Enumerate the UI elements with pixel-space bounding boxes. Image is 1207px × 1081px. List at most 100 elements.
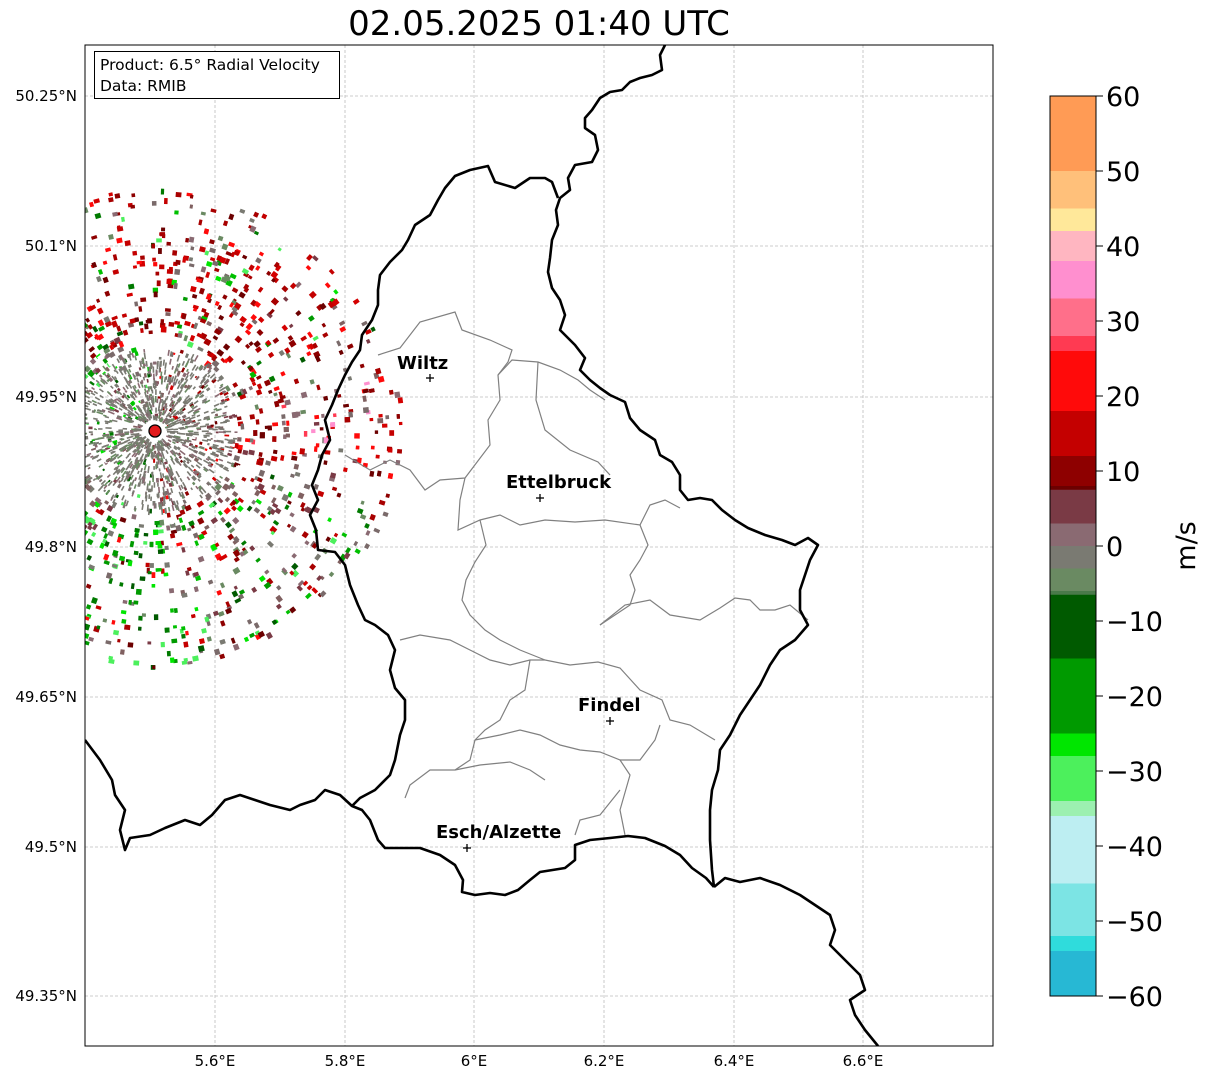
radar-echo-pixel	[319, 427, 324, 431]
radar-echo-pixel	[111, 563, 118, 569]
radar-echo-pixel	[121, 470, 127, 478]
radar-echo-pixel	[169, 468, 175, 476]
radar-echo-pixel	[266, 270, 272, 277]
radar-echo-pixel	[333, 532, 339, 538]
radar-echo-pixel	[233, 455, 241, 462]
radar-echo-pixel	[272, 519, 280, 526]
radar-echo-pixel	[151, 485, 153, 492]
radar-echo-pixel	[115, 453, 120, 457]
radar-echo-pixel	[234, 335, 243, 344]
radar-echo-pixel	[138, 615, 143, 621]
radar-echo-pixel	[355, 445, 360, 450]
radar-echo-pixel	[27, 320, 33, 326]
radar-echo-pixel	[41, 464, 47, 469]
radar-echo-pixel	[331, 298, 340, 307]
radar-echo-pixel	[115, 390, 120, 395]
radar-echo-pixel	[91, 531, 97, 538]
radar-echo-pixel	[184, 353, 190, 359]
radar-echo-pixel	[256, 477, 263, 483]
radar-echo-pixel	[105, 402, 112, 407]
radar-echo-pixel	[361, 320, 368, 327]
radar-echo-pixel	[223, 391, 229, 396]
radar-echo-pixel	[193, 322, 199, 330]
radar-echo-pixel	[87, 521, 93, 527]
radar-echo-pixel	[248, 449, 255, 456]
radar-echo-pixel	[100, 458, 105, 463]
radar-echo-pixel	[55, 220, 62, 227]
radar-echo-pixel	[224, 405, 228, 409]
radar-echo-pixel	[98, 442, 102, 445]
radar-echo-pixel	[273, 261, 280, 269]
radar-echo-pixel	[19, 349, 24, 354]
radar-echo-pixel	[188, 520, 195, 527]
radar-echo-pixel	[219, 256, 227, 264]
radar-echo-pixel	[109, 431, 114, 436]
radar-echo-pixel	[203, 384, 209, 389]
radar-echo-pixel	[12, 292, 19, 299]
radar-echo-pixel	[187, 660, 193, 665]
radar-echo-pixel	[208, 461, 213, 465]
radar-echo-pixel	[93, 198, 101, 204]
radar-echo-pixel	[344, 416, 351, 423]
radar-echo-pixel	[231, 306, 238, 313]
radar-echo-pixel	[192, 425, 196, 428]
radar-echo-pixel	[172, 477, 176, 482]
radar-echo-pixel	[198, 364, 203, 370]
radar-echo-pixel	[95, 425, 100, 430]
radar-echo-pixel	[196, 278, 203, 283]
radar-echo-pixel	[59, 426, 63, 429]
radar-echo-pixel	[211, 476, 217, 482]
radar-echo-pixel	[214, 421, 218, 425]
radar-echo-pixel	[173, 282, 178, 290]
radar-echo-pixel	[98, 383, 104, 388]
radar-echo-pixel	[208, 430, 212, 432]
radar-echo-pixel	[108, 344, 115, 351]
radar-echo-pixel	[85, 407, 91, 411]
radar-echo-pixel	[211, 449, 217, 454]
radar-echo-pixel	[150, 496, 153, 501]
radar-echo-pixel	[257, 286, 264, 293]
radar-echo-pixel	[135, 429, 142, 431]
radar-echo-pixel	[182, 296, 188, 302]
radar-echo-pixel	[46, 476, 50, 480]
radar-echo-pixel	[248, 632, 256, 639]
radar-echo-pixel	[195, 485, 199, 490]
radar-echo-pixel	[155, 370, 158, 376]
radar-echo-pixel	[173, 435, 181, 439]
radar-echo-pixel	[246, 505, 253, 512]
radar-echo-pixel	[159, 439, 165, 446]
radar-echo-pixel	[223, 358, 229, 364]
radar-echo-pixel	[85, 404, 89, 408]
radar-echo-pixel	[103, 438, 108, 442]
radar-echo-pixel	[185, 570, 190, 576]
radar-echo-pixel	[197, 478, 201, 482]
radar-echo-pixel	[316, 384, 321, 391]
radar-echo-pixel	[0, 359, 3, 365]
radar-echo-pixel	[112, 211, 119, 217]
radar-echo-pixel	[289, 512, 295, 518]
radar-echo-pixel	[1, 602, 6, 607]
radar-echo-pixel	[239, 394, 247, 400]
radar-echo-pixel	[92, 325, 99, 333]
city-label-wiltz: Wiltz	[397, 353, 448, 374]
colorbar-tick-label: −30	[1106, 757, 1163, 788]
radar-echo-pixel	[198, 219, 203, 226]
radar-echo-pixel	[169, 385, 174, 391]
radar-echo-pixel	[85, 337, 89, 343]
radar-echo-pixel	[173, 352, 176, 356]
radar-echo-pixel	[28, 579, 33, 584]
radar-echo-pixel	[159, 519, 165, 526]
radar-echo-pixel	[115, 366, 118, 369]
radar-echo-pixel	[278, 391, 283, 398]
radar-echo-pixel	[204, 474, 210, 480]
radar-echo-pixel	[114, 400, 120, 405]
radar-echo-pixel	[117, 355, 122, 361]
radar-echo-pixel	[230, 637, 236, 644]
radar-echo-pixel	[11, 363, 16, 369]
radar-echo-pixel	[257, 461, 264, 466]
radar-echo-pixel	[12, 462, 19, 468]
radar-echo-pixel	[170, 480, 175, 487]
radar-echo-pixel	[247, 275, 253, 280]
radar-echo-pixel	[210, 485, 217, 492]
radar-echo-pixel	[157, 396, 161, 399]
